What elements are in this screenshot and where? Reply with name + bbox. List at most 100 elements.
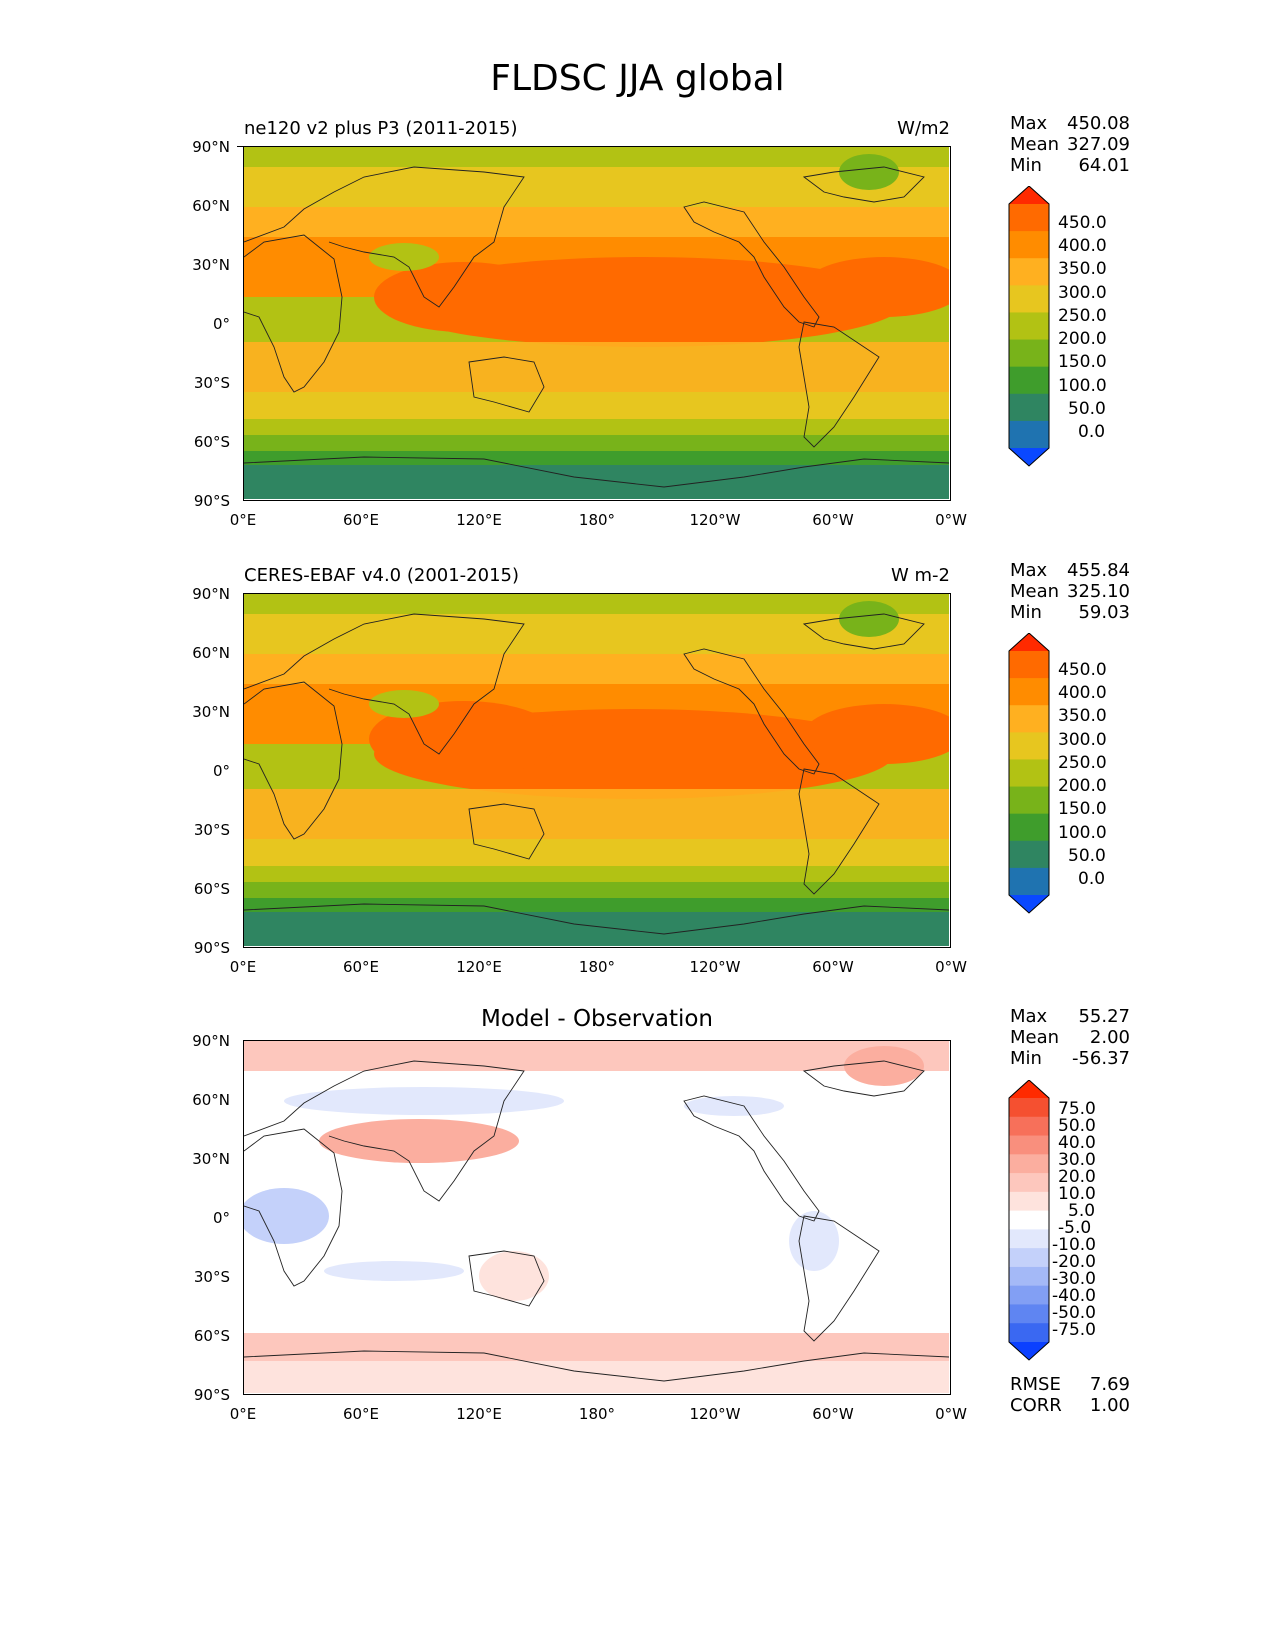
panel-0-colorbar-label: 150.0 (1058, 352, 1107, 372)
panel-0-lon-tick: 120°E (456, 511, 502, 529)
panel-1-lat-tick: 90°S (193, 939, 230, 957)
map-band (244, 789, 949, 844)
panel-1-stat-label: Min (1010, 602, 1042, 623)
colorbar-segment (1009, 813, 1049, 842)
panel-2-lon-tick: 120°W (689, 1405, 741, 1423)
panel-2-colorbar-label: -40.0 (1052, 1286, 1096, 1306)
colorbar-segment (1009, 258, 1049, 286)
panel-2-stat-value: 2.00 (1089, 1027, 1130, 1048)
panel-2-stat-label: Min (1010, 1048, 1042, 1069)
colorbar-segment (1009, 867, 1049, 896)
panel-2-colorbar-label: 50.0 (1058, 1116, 1096, 1136)
panel-0-stat-label: Mean (1010, 134, 1060, 155)
panel-0-colorbar-label: 50.0 (1068, 399, 1106, 419)
colorbar-segment (1009, 1210, 1049, 1230)
atlantic-warm (804, 257, 949, 317)
panel-2-colorbar (1008, 1080, 1050, 1361)
map-band (244, 839, 949, 869)
panel-0-colorbar-label: 400.0 (1058, 236, 1107, 256)
panel-0-colorbar-label: 0.0 (1078, 422, 1106, 442)
panel-1-lon-tick: 60°W (812, 958, 854, 976)
map-band (244, 451, 949, 469)
panel-1-lat-tick: 30°S (193, 821, 230, 839)
panel-0-stat-label: Min (1010, 155, 1042, 176)
panel-0-lon-tick: 0°E (229, 511, 257, 529)
panel-2-lat-tick: 60°S (193, 1327, 230, 1345)
panel-0-lon-tick: 120°W (689, 511, 741, 529)
colorbar-segment (1009, 420, 1049, 449)
panel-2-stat-label: Mean (1010, 1027, 1060, 1048)
indian-ocean-warm (374, 262, 554, 332)
colorbar-outline (1008, 186, 1050, 467)
panel-1-colorbar-label: 150.0 (1058, 799, 1107, 819)
panel-1-stat-label: Mean (1010, 581, 1060, 602)
greenland (839, 154, 899, 190)
colorbar-segment (1009, 678, 1049, 706)
figure-title: FLDSC JJA global (490, 58, 785, 99)
panel-2-corr-label: CORR (1010, 1395, 1062, 1416)
panel-0-colorbar (1008, 186, 1050, 467)
panel-0-lon-tick: 180° (578, 511, 616, 529)
panel-2-title: Model - Observation (480, 1006, 714, 1032)
colorbar-segment (1009, 1229, 1049, 1249)
map-band (244, 898, 949, 916)
map-band (244, 866, 949, 884)
panel-1-lat-tick: 60°N (192, 644, 230, 662)
colorbar-segment (1009, 231, 1049, 259)
panel-1-stat-value: 455.84 (1067, 560, 1130, 581)
colorbar-segment (1009, 312, 1049, 341)
panel-2-map (243, 1040, 951, 1395)
panel-1-map (243, 593, 951, 948)
panel-2-stat-value: 55.27 (1078, 1006, 1130, 1027)
panel-2-lat-tick: 30°N (192, 1150, 230, 1168)
panel-0-map (243, 146, 951, 501)
panel-1-colorbar-label: 250.0 (1058, 753, 1107, 773)
panel-1-colorbar-label: 300.0 (1058, 730, 1107, 750)
colorbar-segment (1009, 651, 1049, 679)
panel-2-colorbar-label: -20.0 (1052, 1252, 1096, 1272)
map-band (244, 342, 949, 397)
colorbar-segment (1009, 1191, 1049, 1212)
colorbar-segment (1009, 705, 1049, 733)
diff-arctic (244, 1041, 949, 1071)
colorbar-segment (1009, 633, 1049, 651)
panel-1-lat-tick: 0° (212, 762, 230, 780)
tibet-plateau (369, 243, 439, 271)
colorbar-segment (1009, 1116, 1049, 1137)
colorbar-segment (1009, 1266, 1049, 1287)
panel-2-lon-tick: 180° (578, 1405, 616, 1423)
panel-2-colorbar-label: 20.0 (1058, 1167, 1096, 1187)
panel-1-lat-tick: 30°N (192, 703, 230, 721)
panel-0-stat-value: 327.09 (1067, 134, 1130, 155)
colorbar-segment (1009, 1154, 1049, 1174)
panel-2-colorbar-label: -50.0 (1052, 1303, 1096, 1323)
panel-2-corr-value: 1.00 (1089, 1395, 1130, 1416)
panel-1-colorbar-label: 0.0 (1078, 869, 1106, 889)
panel-2-colorbar-label: -5.0 (1058, 1218, 1092, 1238)
colorbar-segment (1009, 186, 1049, 204)
panel-1-lat-tick: 90°N (192, 585, 230, 603)
panel-1-stat-label: Max (1010, 560, 1048, 581)
map-band (244, 465, 949, 499)
panel-2-lon-tick: 0°E (229, 1405, 257, 1423)
panel-0-lon-tick: 60°E (342, 511, 380, 529)
greenland (839, 601, 899, 637)
diff-africa (244, 1188, 329, 1244)
panel-0-stat-label: Max (1010, 113, 1048, 134)
colorbar-segment (1009, 448, 1049, 466)
panel-1-lat-tick: 60°S (193, 880, 230, 898)
panel-0-lat-tick: 30°N (192, 256, 230, 274)
panel-0-lat-tick: 90°S (193, 492, 230, 510)
panel-1-lon-tick: 0°W (935, 958, 967, 976)
panel-0-lat-tick: 60°S (193, 433, 230, 451)
colorbar-segment (1009, 339, 1049, 368)
panel-0-colorbar-label: 350.0 (1058, 259, 1107, 279)
diff-alaska (684, 1096, 784, 1116)
panel-2-colorbar-label: 5.0 (1068, 1201, 1096, 1221)
panel-0-colorbar-label: 250.0 (1058, 306, 1107, 326)
panel-1-stat-value: 59.03 (1078, 602, 1130, 623)
panel-2-lat-tick: 90°N (192, 1032, 230, 1050)
panel-2-lon-tick: 60°W (812, 1405, 854, 1423)
colorbar-segment (1009, 1304, 1049, 1324)
panel-0-lon-tick: 0°W (935, 511, 967, 529)
